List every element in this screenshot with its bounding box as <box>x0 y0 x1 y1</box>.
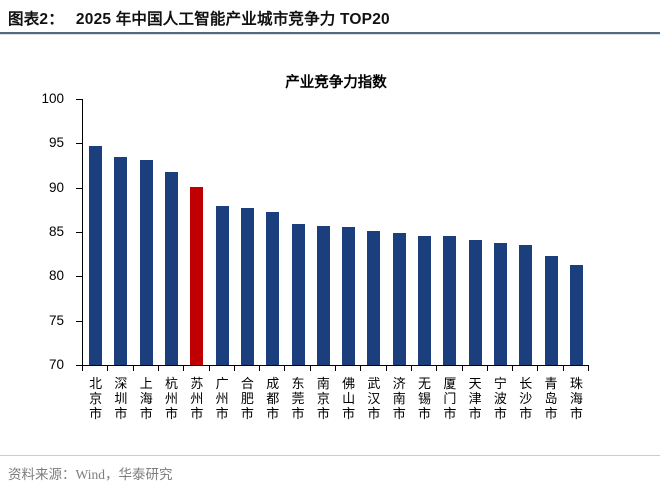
x-axis-category-label: 佛山市 <box>342 376 356 421</box>
x-axis-tick <box>157 365 159 371</box>
bar <box>165 171 179 365</box>
x-axis-tick <box>486 365 488 371</box>
y-axis-tick-label: 85 <box>48 224 64 239</box>
y-axis-tick-label: 75 <box>48 312 64 328</box>
y-axis-tick <box>76 276 82 278</box>
bar <box>443 236 457 365</box>
y-axis-tick <box>76 99 82 100</box>
x-axis-tick <box>335 365 336 371</box>
bar <box>367 231 381 365</box>
x-axis-tick <box>512 365 514 371</box>
x-axis-tick <box>233 365 235 371</box>
bar <box>291 224 305 365</box>
x-axis-category-label: 广州市 <box>215 376 229 421</box>
x-axis-tick <box>259 365 261 371</box>
x-axis-category-label: 宁波市 <box>493 376 507 421</box>
y-axis-tick-label: 100 <box>41 91 64 106</box>
x-axis-tick <box>132 365 134 371</box>
y-axis-tick-label: 95 <box>48 135 64 151</box>
figure-title-text: 2025 年中国人工智能产业城市竞争力 TOP20 <box>75 11 390 28</box>
x-axis-category-label: 杭州市 <box>165 376 179 421</box>
x-axis-category-label: 成都市 <box>266 376 280 421</box>
x-axis-category-label: 南京市 <box>316 376 330 421</box>
y-axis-tick <box>76 232 82 233</box>
x-axis-category-label: 厦门市 <box>443 376 457 421</box>
bar <box>468 239 482 365</box>
x-axis-tick <box>107 365 109 371</box>
y-axis-tick-label: 70 <box>48 357 64 372</box>
figure-number-label: 图表2： <box>8 11 64 28</box>
x-axis-category-label: 青岛市 <box>544 376 558 421</box>
bar <box>215 206 229 365</box>
x-axis-tick <box>410 365 412 371</box>
figure-title: 图表2： 2025 年中国人工智能产业城市竞争力 TOP20 <box>8 7 390 29</box>
bar <box>342 226 356 365</box>
bar <box>190 186 204 365</box>
x-axis-category-label: 长沙市 <box>519 376 533 421</box>
x-axis-category-label: 无锡市 <box>418 376 432 421</box>
source-note: 资料来源：Wind，华泰研究 <box>8 467 173 482</box>
x-axis-tick <box>436 365 438 371</box>
y-axis-tick <box>76 365 82 366</box>
x-axis-tick <box>588 365 589 371</box>
x-axis-category-label: 东莞市 <box>291 376 305 421</box>
x-axis-tick <box>385 365 387 371</box>
x-axis-tick <box>360 365 362 371</box>
x-axis-tick <box>284 365 286 371</box>
chart-title: 产业竞争力指数 <box>285 75 387 91</box>
x-axis-tick <box>183 365 185 371</box>
x-axis-category-label: 济南市 <box>392 376 406 421</box>
bar <box>139 160 153 365</box>
bar <box>519 245 533 365</box>
y-axis-tick <box>76 320 82 322</box>
x-axis-category-label: 合肥市 <box>240 376 254 421</box>
bar <box>392 232 406 365</box>
x-axis-tick <box>461 365 463 371</box>
x-axis-category-label: 天津市 <box>468 376 482 421</box>
x-axis-category-label: 北京市 <box>89 376 103 421</box>
bar <box>89 145 103 365</box>
x-axis-category-label: 苏州市 <box>190 376 204 421</box>
x-axis-tick <box>82 365 83 371</box>
x-axis-tick <box>537 365 539 371</box>
y-axis-tick <box>76 143 82 145</box>
bar <box>266 211 280 365</box>
x-axis-category-label: 武汉市 <box>367 376 381 421</box>
bar <box>569 264 583 365</box>
x-axis-category-label: 上海市 <box>139 376 153 421</box>
bar <box>114 156 128 365</box>
bar <box>316 225 330 365</box>
x-axis-category-label: 深圳市 <box>114 376 128 421</box>
x-axis-tick <box>208 365 210 371</box>
y-axis-tick-label: 80 <box>48 268 64 284</box>
bar <box>493 242 507 365</box>
footer-divider <box>0 455 660 456</box>
bar <box>240 208 254 365</box>
bar <box>418 235 432 365</box>
x-axis-tick <box>309 365 311 371</box>
title-divider <box>0 32 660 35</box>
y-axis-tick <box>76 187 82 189</box>
y-axis-tick-label: 90 <box>48 179 64 195</box>
y-axis-line <box>82 99 83 366</box>
x-axis-category-label: 珠海市 <box>569 376 583 421</box>
bar <box>544 255 558 365</box>
x-axis-tick <box>562 365 564 371</box>
